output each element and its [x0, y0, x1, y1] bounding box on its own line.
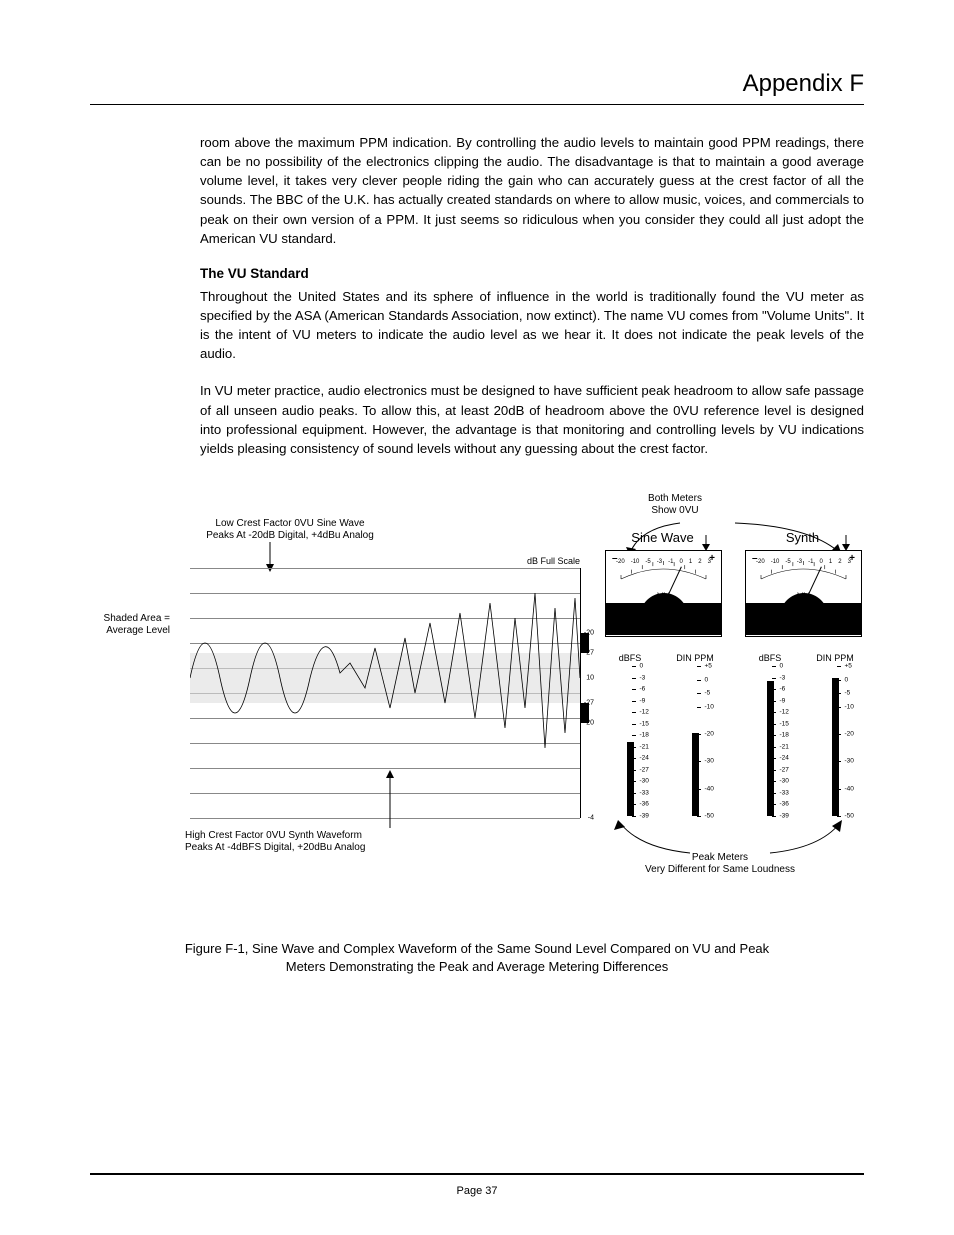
label-dbfs-2: dBFS	[745, 653, 795, 663]
footer-rule	[90, 1173, 864, 1175]
vu-title-synth: Synth	[745, 530, 860, 545]
vu-meter-sine: –+ -20-10-5-3-10123 VU	[605, 550, 722, 637]
label-ppm-2: DIN PPM	[810, 653, 860, 663]
ann-low-crest: Low Crest Factor 0VU Sine WavePeaks At -…	[175, 518, 405, 543]
page-header: Appendix F	[90, 70, 864, 105]
waveform-plot: dB Full Scale -20-2710-27-20-4	[190, 568, 581, 818]
bar-meter-sine-dbfs: dBFS 0-3-6-9-12-15-18-21-24-27-30-33-36-…	[605, 653, 655, 816]
ann-peak-meters: Peak MetersVery Different for Same Loudn…	[620, 852, 820, 877]
bar-meter-synth-dbfs: dBFS 0-3-6-9-12-15-18-21-24-27-30-33-36-…	[745, 653, 795, 816]
figure-caption: Figure F-1, Sine Wave and Complex Wavefo…	[90, 940, 864, 976]
ann-shaded-area: Shaded Area =Average Level	[70, 613, 170, 638]
section-heading-vu: The VU Standard	[90, 266, 864, 281]
paragraph-3: In VU meter practice, audio electronics …	[90, 381, 864, 458]
page-number: Page 37	[0, 1185, 954, 1197]
vu-title-sine: Sine Wave	[605, 530, 720, 545]
label-ppm-1: DIN PPM	[670, 653, 720, 663]
figure-f1: Low Crest Factor 0VU Sine WavePeaks At -…	[80, 498, 870, 928]
ann-high-crest: High Crest Factor 0VU Synth WaveformPeak…	[185, 830, 445, 855]
db-full-scale-label: dB Full Scale	[527, 556, 580, 566]
bar-meter-synth-ppm: DIN PPM +50-5-10-20-30-40-50	[810, 653, 860, 816]
label-dbfs-1: dBFS	[605, 653, 655, 663]
ann-both-meters: Both MetersShow 0VU	[625, 493, 725, 518]
bar-meter-sine-ppm: DIN PPM +50-5-10-20-30-40-50	[670, 653, 720, 816]
paragraph-1: room above the maximum PPM indication. B…	[90, 133, 864, 248]
vu-meter-synth: –+ -20-10-5-3-10123 VU	[745, 550, 862, 637]
paragraph-2: Throughout the United States and its sph…	[90, 287, 864, 364]
